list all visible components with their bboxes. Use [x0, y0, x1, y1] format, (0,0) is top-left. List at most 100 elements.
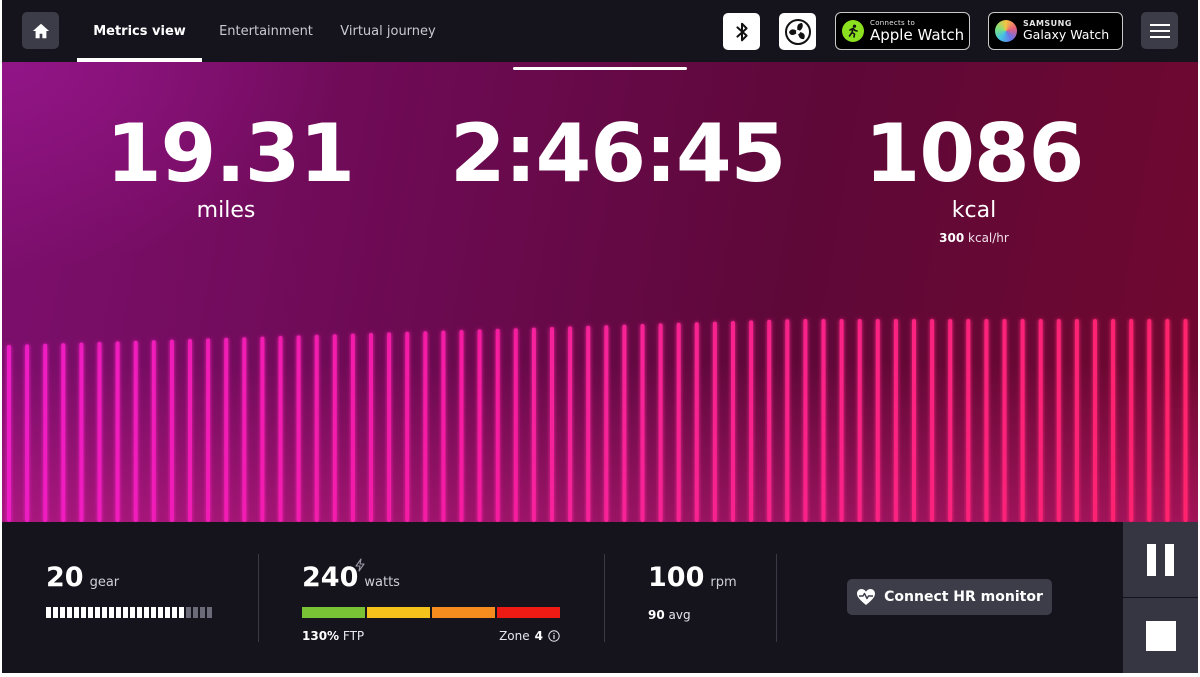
- gear-segment: [151, 607, 156, 618]
- intensity-bar: [242, 337, 247, 522]
- intensity-bar: [984, 319, 989, 522]
- tab-metrics-view[interactable]: Metrics view: [77, 0, 202, 62]
- gear-segment: [74, 607, 79, 618]
- elapsed-time-metric: 2:46:45: [450, 114, 786, 194]
- intensity-bars: [2, 319, 1198, 522]
- stop-button[interactable]: [1123, 598, 1198, 673]
- samsung-badge-caption: SAMSUNG: [1023, 19, 1072, 29]
- intensity-bar: [948, 319, 953, 522]
- intensity-bar: [296, 335, 301, 522]
- intensity-bar: [821, 319, 826, 522]
- intensity-bar: [7, 345, 11, 522]
- cadence-avg-value: 90: [648, 608, 665, 622]
- ftp-readout: 130% FTP: [302, 629, 364, 643]
- intensity-bar: [405, 331, 410, 522]
- intensity-bar: [857, 319, 862, 522]
- distance-value: 19.31: [106, 107, 355, 200]
- gear-segment: [53, 607, 58, 618]
- intensity-bar: [712, 321, 717, 522]
- intensity-bar: [495, 328, 500, 522]
- hero-drag-handle[interactable]: [513, 67, 687, 70]
- intensity-bar: [604, 325, 609, 522]
- intensity-bar: [694, 322, 699, 522]
- tab-virtual-journey[interactable]: Virtual journey: [340, 23, 436, 39]
- gear-unit: gear: [89, 575, 120, 590]
- menu-button[interactable]: [1141, 12, 1178, 49]
- cadence-stat: 100 rpm: [648, 562, 737, 593]
- top-bar: Metrics view Entertainment Virtual journ…: [2, 0, 1198, 62]
- intensity-bar: [1111, 319, 1116, 522]
- intensity-bar: [550, 327, 554, 522]
- intensity-bar: [169, 339, 174, 522]
- home-button[interactable]: [22, 12, 59, 49]
- ftp-label: FTP: [342, 629, 365, 643]
- intensity-bar: [188, 339, 192, 522]
- intensity-bar: [1183, 319, 1188, 522]
- divider: [258, 554, 259, 642]
- hamburger-icon: [1149, 23, 1170, 38]
- intensity-bar: [423, 331, 428, 522]
- intensity-bar: [1038, 319, 1043, 522]
- zone-readout: Zone 4: [482, 629, 560, 643]
- bluetooth-button[interactable]: [723, 13, 760, 50]
- gear-level-bar: [46, 607, 212, 618]
- intensity-bar: [586, 325, 591, 522]
- gear-segment: [123, 607, 128, 618]
- calories-rate: 300 kcal/hr: [854, 231, 1094, 245]
- power-value: 240: [302, 562, 359, 593]
- intensity-bar: [803, 319, 808, 522]
- galaxy-watch-badge[interactable]: SAMSUNG Galaxy Watch: [988, 12, 1123, 50]
- intensity-bar: [1093, 319, 1097, 522]
- gear-segment: [60, 607, 65, 618]
- gear-segment: [137, 607, 142, 618]
- intensity-bar: [658, 323, 663, 522]
- gear-segment: [186, 607, 191, 618]
- pause-button[interactable]: [1123, 522, 1198, 597]
- intensity-bar: [369, 333, 373, 522]
- intensity-bar: [930, 319, 935, 522]
- intensity-bar: [151, 340, 156, 522]
- intensity-bar: [1020, 319, 1025, 522]
- zone-value: 4: [534, 629, 543, 643]
- metrics-hero: 19.31 miles 2:46:45 1086 kcal 300 kcal/h…: [2, 62, 1198, 522]
- gear-segment: [67, 607, 72, 618]
- tab-entertainment[interactable]: Entertainment: [219, 23, 313, 39]
- gear-segment: [130, 607, 135, 618]
- connect-hr-monitor-button[interactable]: Connect HR monitor: [847, 579, 1052, 615]
- calories-rate-unit: kcal/hr: [968, 231, 1009, 245]
- apple-watch-badge[interactable]: Connects to Apple Watch: [835, 12, 970, 50]
- cadence-unit: rpm: [710, 575, 737, 590]
- intensity-bar: [622, 324, 627, 522]
- gear-segment: [116, 607, 121, 618]
- heart-icon: [857, 589, 876, 605]
- gear-segment: [46, 607, 51, 618]
- intensity-bar: [966, 319, 971, 522]
- intensity-bar: [387, 332, 392, 522]
- intensity-bar: [97, 342, 102, 522]
- gear-segment: [144, 607, 149, 618]
- zone-label: Zone: [499, 629, 530, 643]
- home-icon: [32, 23, 49, 38]
- connect-hr-monitor-label: Connect HR monitor: [884, 589, 1043, 605]
- gear-segment: [172, 607, 177, 618]
- gear-segment: [165, 607, 170, 618]
- intensity-bar: [767, 319, 772, 522]
- intensity-bar: [1056, 319, 1061, 522]
- intensity-bar: [749, 320, 754, 522]
- intensity-bar: [893, 319, 898, 522]
- calories-metric: 1086 kcal 300 kcal/hr: [854, 114, 1094, 246]
- intensity-bar: [459, 330, 464, 522]
- info-icon[interactable]: [548, 630, 560, 642]
- distance-unit: miles: [196, 198, 256, 223]
- gear-stat: 20 gear: [46, 562, 119, 593]
- stats-panel: 20 gear 240 watts 130% FTP Zone 4 100 rpm: [2, 522, 1123, 673]
- zone-segment: [367, 607, 430, 618]
- lightning-icon: [355, 558, 365, 572]
- intensity-bar: [441, 330, 446, 522]
- intensity-bar: [1129, 319, 1134, 522]
- fan-button[interactable]: [779, 13, 816, 50]
- intensity-bar: [640, 324, 645, 522]
- gear-segment: [158, 607, 163, 618]
- intensity-bar: [1147, 319, 1152, 522]
